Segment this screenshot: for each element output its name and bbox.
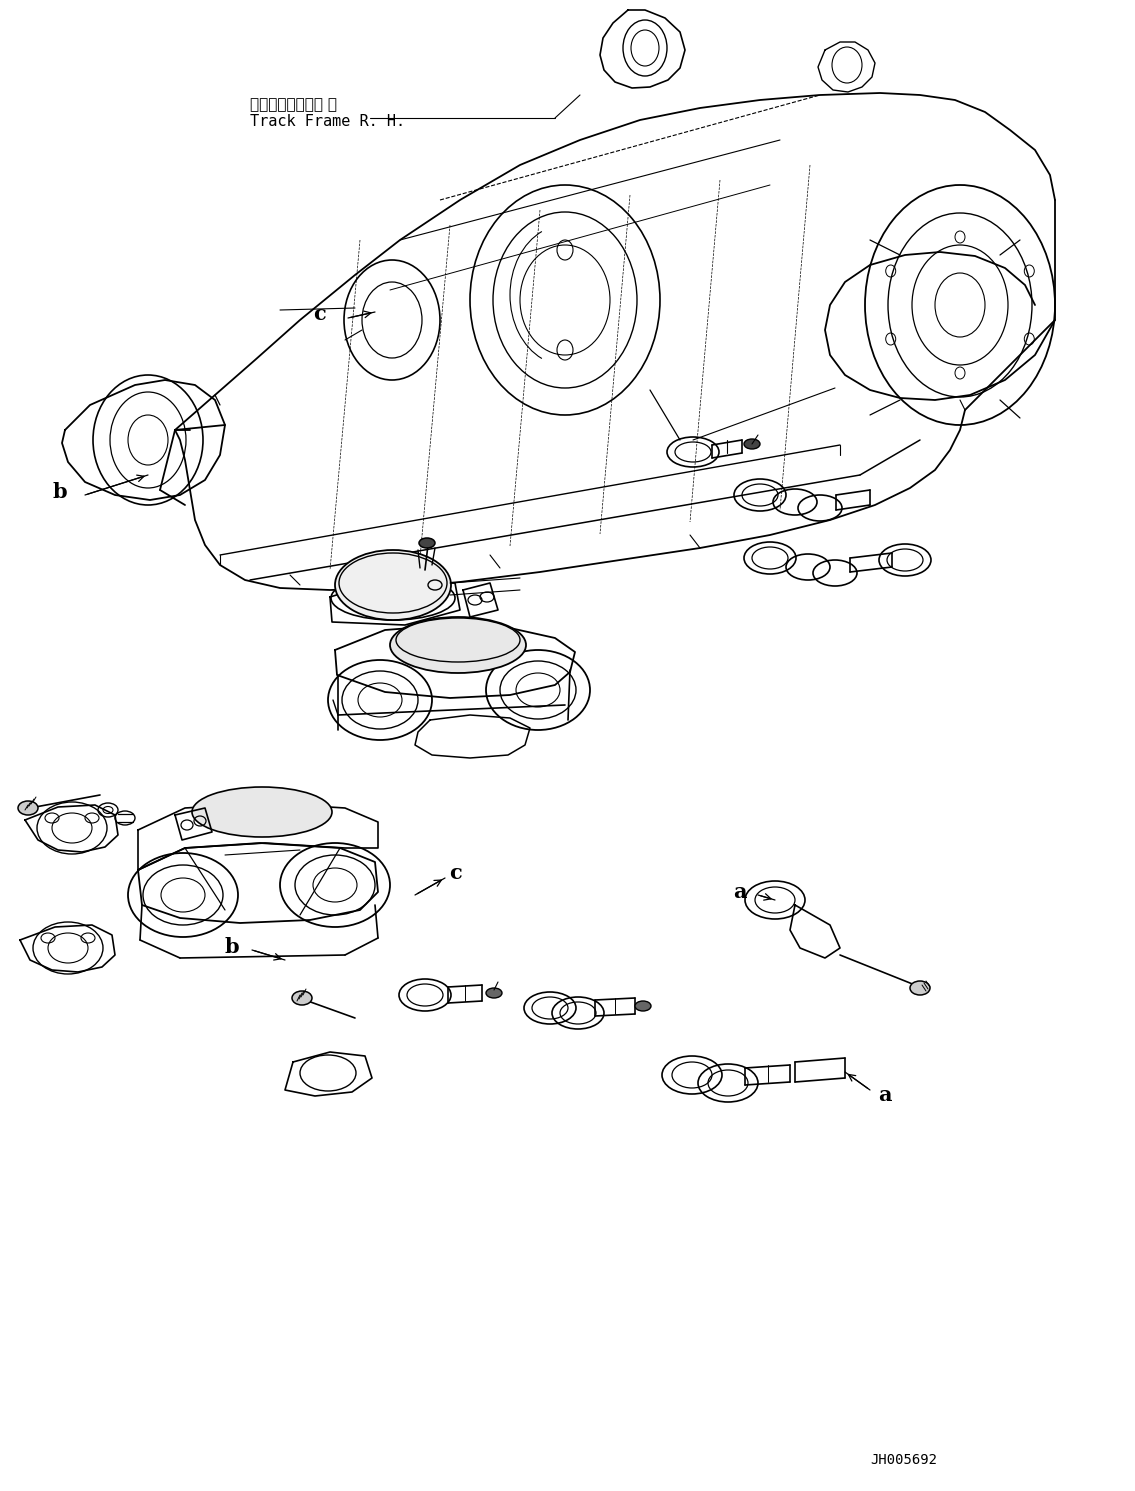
Text: Track Frame R. H.: Track Frame R. H. [250,115,405,130]
Text: a: a [733,883,747,902]
Ellipse shape [634,1000,651,1011]
Ellipse shape [335,550,451,620]
Text: トラックフレーム 右: トラックフレーム 右 [250,97,337,112]
Ellipse shape [745,438,760,449]
Ellipse shape [18,801,37,816]
Ellipse shape [419,538,435,549]
Text: c: c [448,863,461,883]
Ellipse shape [390,617,526,672]
Ellipse shape [910,981,930,994]
Text: a: a [878,1085,892,1105]
Text: JH005692: JH005692 [871,1454,938,1467]
Ellipse shape [292,992,312,1005]
Text: b: b [225,936,239,957]
Text: b: b [52,482,67,502]
Text: c: c [313,304,327,324]
Ellipse shape [486,989,502,997]
Ellipse shape [192,787,333,836]
